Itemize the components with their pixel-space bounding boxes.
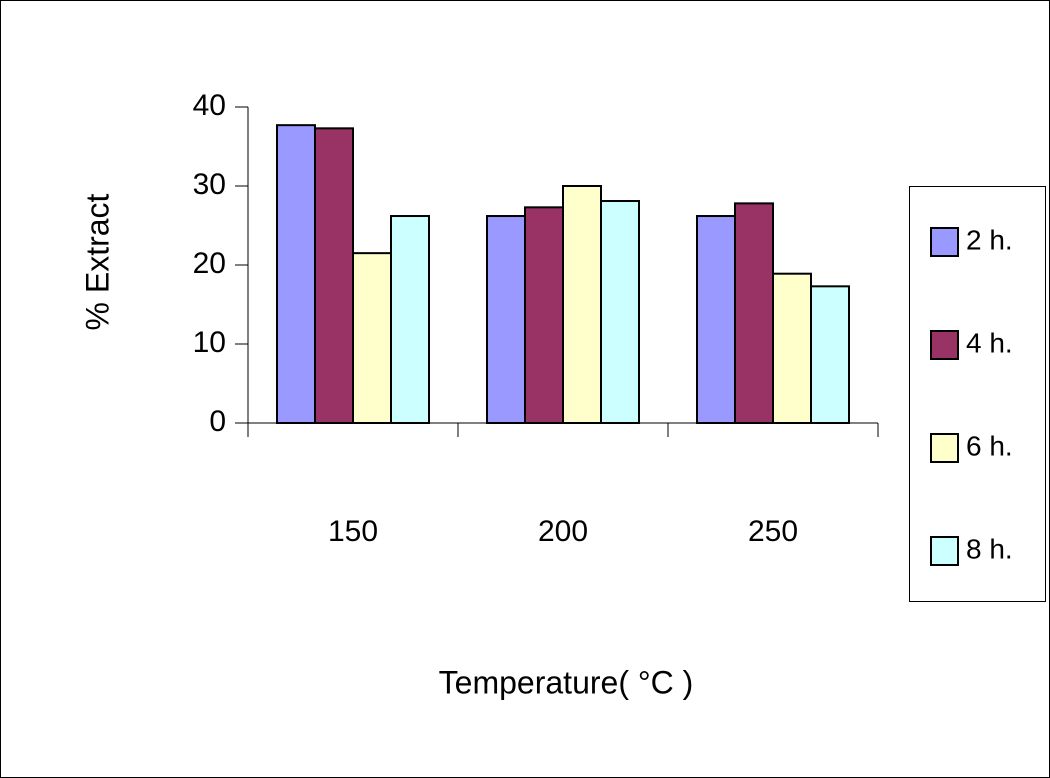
legend-label: 6 h. — [966, 430, 1013, 461]
legend-label: 8 h. — [966, 533, 1013, 564]
x-tick-label: 250 — [748, 515, 798, 548]
y-tick-label: 0 — [209, 405, 226, 438]
legend-swatch — [930, 330, 959, 360]
x-axis-label: Temperature( °C ) — [439, 664, 694, 700]
legend-label: 4 h. — [966, 327, 1013, 358]
bar — [600, 200, 640, 424]
bar — [524, 206, 564, 424]
bar — [314, 127, 354, 425]
y-tick-label: 40 — [193, 89, 226, 122]
bar — [390, 215, 430, 424]
x-tick-label: 200 — [538, 515, 588, 548]
y-axis-label: % Extract — [79, 193, 115, 330]
bar — [562, 185, 602, 424]
bar — [276, 124, 316, 424]
bar — [696, 215, 736, 424]
legend-swatch — [930, 227, 959, 257]
bar — [810, 285, 850, 424]
bar — [734, 202, 774, 424]
bar — [486, 215, 526, 424]
legend-label: 2 h. — [966, 224, 1013, 255]
bar — [352, 252, 392, 424]
legend-swatch — [930, 536, 959, 566]
y-tick-label: 20 — [193, 247, 226, 280]
bar — [772, 272, 812, 424]
y-tick-label: 10 — [193, 326, 226, 359]
x-tick-label: 150 — [328, 515, 378, 548]
legend-swatch — [930, 433, 959, 463]
y-tick-label: 30 — [193, 168, 226, 201]
